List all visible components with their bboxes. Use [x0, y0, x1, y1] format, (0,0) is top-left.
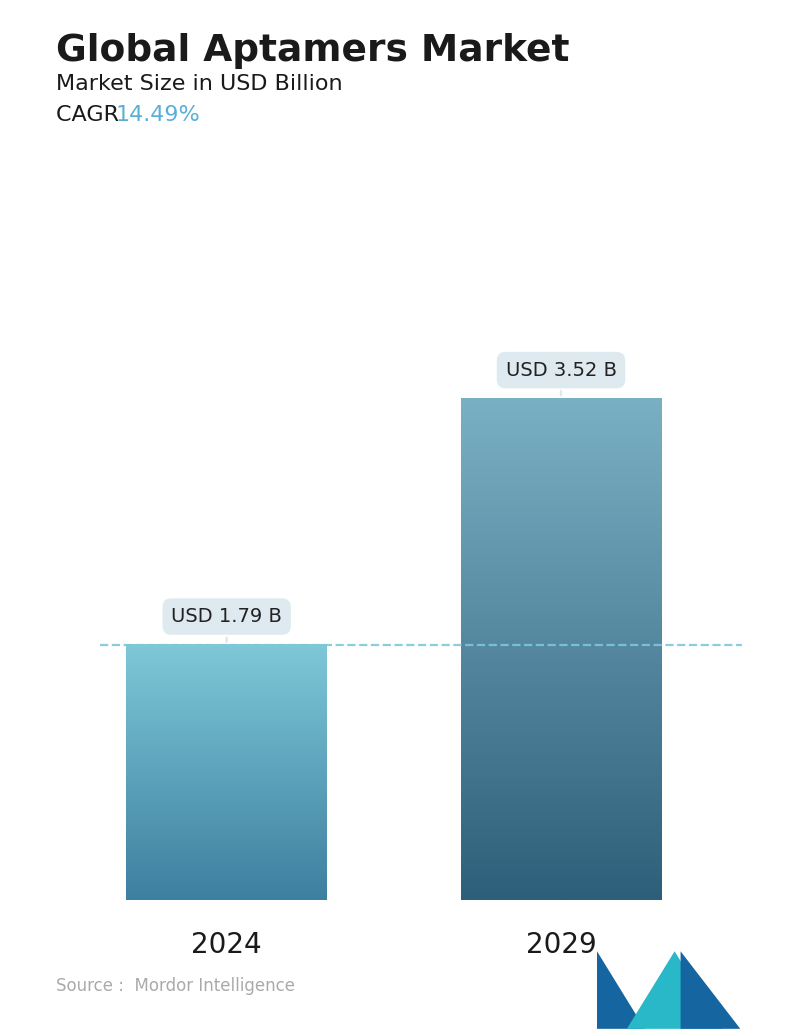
Text: Market Size in USD Billion: Market Size in USD Billion [56, 74, 342, 94]
Text: Source :  Mordor Intelligence: Source : Mordor Intelligence [56, 977, 295, 995]
Text: USD 3.52 B: USD 3.52 B [505, 361, 617, 395]
Text: CAGR: CAGR [56, 105, 133, 125]
Polygon shape [597, 951, 645, 1029]
Polygon shape [681, 951, 740, 1029]
Text: Global Aptamers Market: Global Aptamers Market [56, 33, 569, 69]
Text: 2029: 2029 [525, 931, 596, 959]
Polygon shape [627, 951, 723, 1029]
Text: USD 1.79 B: USD 1.79 B [171, 607, 282, 642]
Text: 2024: 2024 [191, 931, 262, 959]
Text: 14.49%: 14.49% [115, 105, 200, 125]
